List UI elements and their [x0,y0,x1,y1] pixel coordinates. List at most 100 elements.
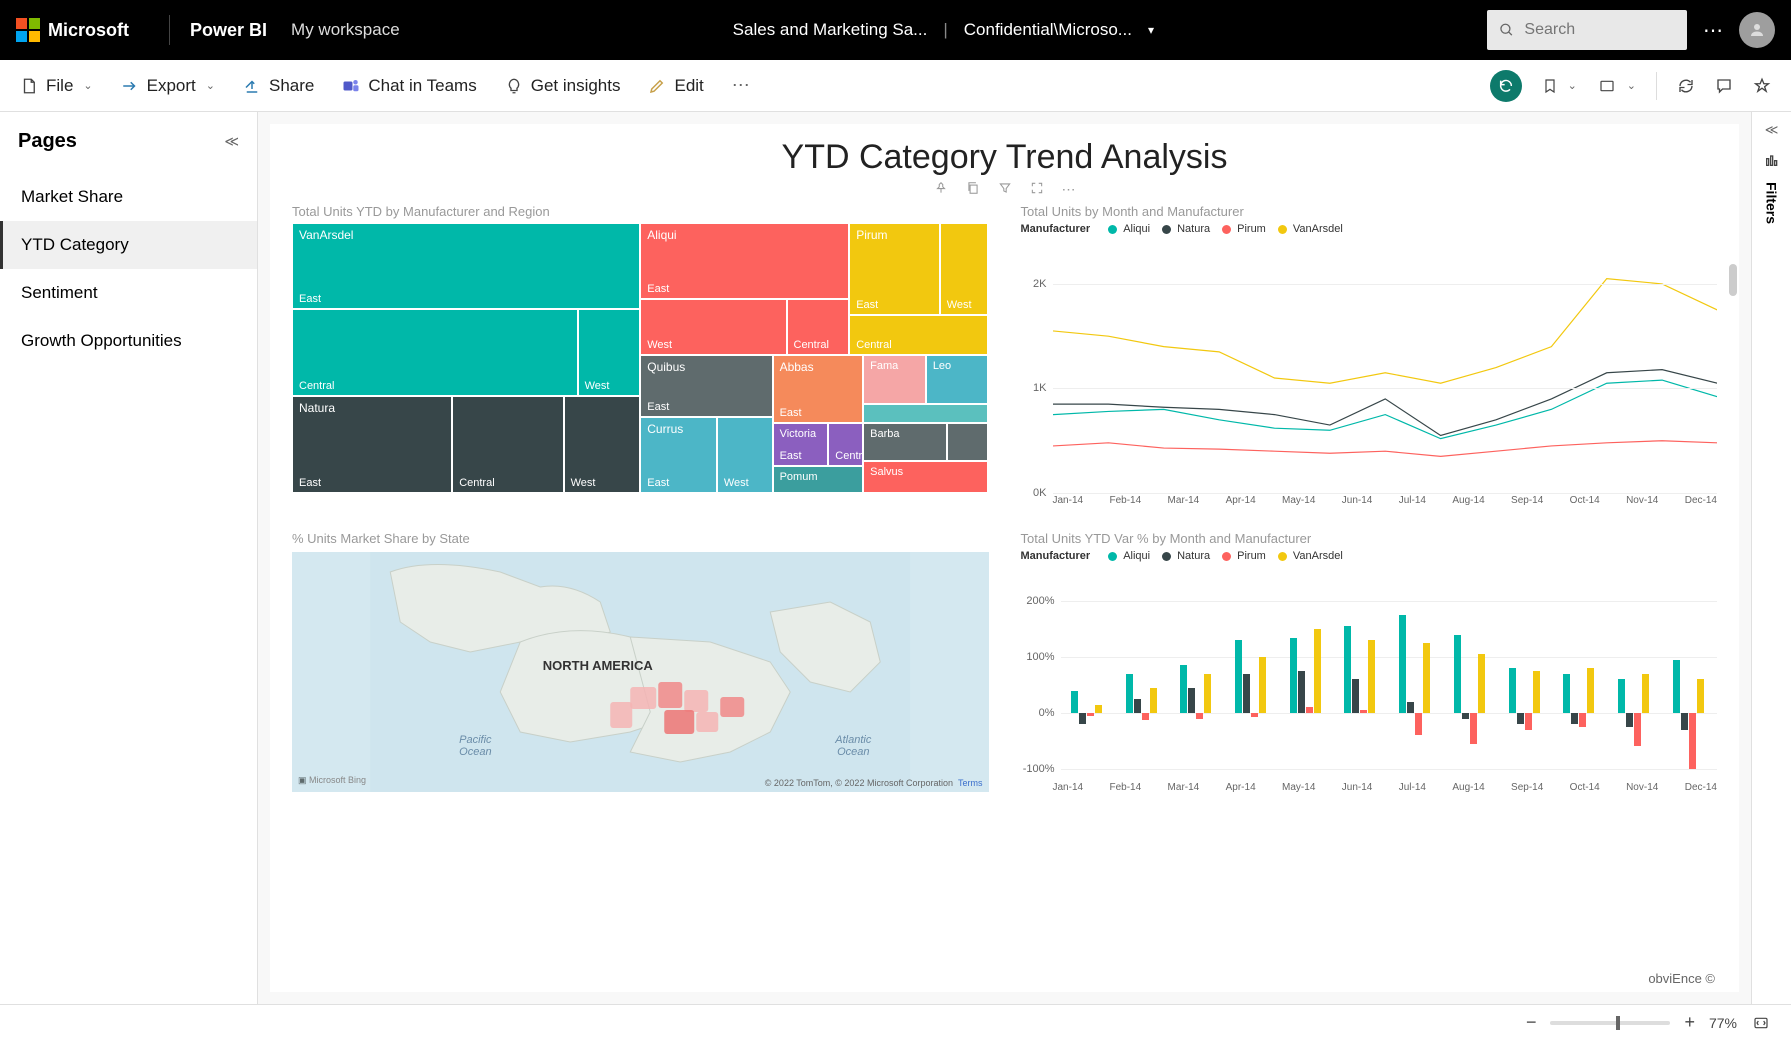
comment-icon[interactable] [1715,77,1733,95]
atlantic-label: AtlanticOcean [835,734,871,758]
report-name[interactable]: Sales and Marketing Sa... [733,20,928,40]
collapse-sidebar-icon[interactable]: ≪ [224,133,239,150]
canvas-wrap: YTD Category Trend Analysis ⋯ Total Unit… [258,112,1751,1004]
treemap-cell[interactable]: VanArsdelEast [292,223,640,309]
bottom-bar: − + 77% [0,1004,1791,1040]
visual-toolbar: ⋯ [292,181,1717,198]
filters-label: Filters [1764,182,1780,224]
treemap-cell[interactable]: VictoriaEast [773,423,829,466]
viz-row-top: Total Units YTD by Manufacturer and Regi… [292,204,1717,513]
linechart-container[interactable]: Total Units by Month and Manufacturer Ma… [1021,204,1718,513]
page-list: Market ShareYTD CategorySentimentGrowth … [0,173,257,365]
expand-filters-icon[interactable]: ≪ [1765,122,1779,138]
view-button[interactable]: ⌄ [1597,78,1636,94]
treemap-cell[interactable]: Central [828,423,863,466]
search-input[interactable] [1524,21,1675,39]
more-icon[interactable]: ⋯ [1062,181,1076,198]
treemap-cell[interactable]: Central [292,309,578,395]
treemap-cell[interactable]: Central [787,299,850,356]
treemap-cell[interactable]: Central [452,396,563,493]
sensitivity-label[interactable]: Confidential\Microso... [964,20,1132,40]
map-container[interactable]: % Units Market Share by State [292,531,989,800]
page-item[interactable]: YTD Category [0,221,257,269]
barchart-visual[interactable]: 200%100%0%-100%Jan-14Feb-14Mar-14Apr-14M… [1021,570,1718,800]
barchart-container[interactable]: Total Units YTD Var % by Month and Manuf… [1021,531,1718,800]
zoom-in-button[interactable]: + [1684,1012,1695,1033]
treemap-cell[interactable]: West [940,223,989,315]
file-menu[interactable]: File ⌄ [20,76,93,96]
share-button[interactable]: Share [243,76,314,96]
linechart-visual[interactable]: 2K1K0KJan-14Feb-14Mar-14Apr-14May-14Jun-… [1021,243,1718,513]
filters-pane[interactable]: ≪ Filters [1751,112,1791,1004]
treemap-visual[interactable]: VanArsdelEastCentralWestNaturaEastCentra… [292,223,989,493]
lightbulb-icon [505,77,523,95]
treemap-cell[interactable]: West [564,396,641,493]
filters-icon [1764,152,1780,168]
export-icon [121,77,139,95]
treemap-cell[interactable] [947,423,989,461]
treemap-cell[interactable]: West [717,417,773,493]
export-menu[interactable]: Export ⌄ [121,76,215,96]
filter-icon[interactable] [998,181,1012,195]
treemap-cell[interactable]: Pomum [773,466,864,493]
pages-header: Pages ≪ [0,130,257,173]
map-visual[interactable]: NORTH AMERICA PacificOcean AtlanticOcean… [292,552,989,792]
treemap-cell[interactable]: Salvus [863,461,988,493]
insights-button[interactable]: Get insights [505,76,621,96]
person-icon [1748,21,1766,39]
zoom-thumb[interactable] [1616,1016,1620,1030]
page-item[interactable]: Sentiment [0,269,257,317]
zoom-out-button[interactable]: − [1526,1012,1537,1033]
star-icon[interactable] [1753,77,1771,95]
chevron-down-icon[interactable]: ▾ [1148,23,1154,37]
reset-icon [1498,78,1514,94]
breadcrumb-sep: | [943,20,947,40]
treemap-cell[interactable]: Barba [863,423,947,461]
edit-button[interactable]: Edit [648,76,703,96]
treemap-cell[interactable]: AliquiEast [640,223,849,299]
report-canvas: YTD Category Trend Analysis ⋯ Total Unit… [270,124,1739,992]
treemap-cell[interactable]: Leo [926,355,989,404]
copy-icon[interactable] [966,181,980,195]
barchart-legend: ManufacturerAliquiNaturaPirumVanArsdel [1021,550,1718,562]
treemap-container[interactable]: Total Units YTD by Manufacturer and Regi… [292,204,989,513]
map-title: % Units Market Share by State [292,531,989,546]
chevron-down-icon: ⌄ [83,79,92,92]
focus-icon[interactable] [1030,181,1044,195]
zoom-slider[interactable] [1550,1021,1670,1025]
page-item[interactable]: Market Share [0,173,257,221]
treemap-cell[interactable]: CurrusEast [640,417,717,493]
treemap-cell[interactable]: QuibusEast [640,355,772,417]
header-right: ⋯ [1487,10,1775,50]
treemap-cell[interactable]: NaturaEast [292,396,452,493]
treemap-cell[interactable]: West [640,299,786,356]
terms-link[interactable]: Terms [958,778,983,788]
fit-page-icon[interactable] [1751,1015,1771,1031]
treemap-cell[interactable]: West [578,309,641,395]
reset-button[interactable] [1490,70,1522,102]
workspace-name[interactable]: My workspace [291,20,400,40]
viz-row-bottom: % Units Market Share by State [292,531,1717,800]
zoom-level: 77% [1709,1015,1737,1031]
bookmark-button[interactable]: ⌄ [1542,77,1577,95]
more-icon[interactable]: ⋯ [1703,18,1723,43]
scrollbar-thumb[interactable] [1729,264,1737,296]
treemap-cell[interactable]: PirumEast [849,223,940,315]
page-item[interactable]: Growth Opportunities [0,317,257,365]
treemap-cell[interactable]: Central [849,315,988,356]
insights-label: Get insights [531,76,621,96]
report-title: YTD Category Trend Analysis [292,138,1717,177]
more-options-icon[interactable]: ⋯ [732,75,750,96]
app-name[interactable]: Power BI [190,20,267,41]
treemap-cell[interactable] [863,404,988,423]
linechart-legend: ManufacturerAliquiNaturaPirumVanArsdel [1021,223,1718,235]
refresh-icon[interactable] [1677,77,1695,95]
chat-teams-button[interactable]: Chat in Teams [342,76,476,96]
pin-icon[interactable] [934,181,948,195]
file-icon [20,77,38,95]
user-avatar[interactable] [1739,12,1775,48]
search-box[interactable] [1487,10,1687,50]
treemap-cell[interactable]: AbbasEast [773,355,864,423]
microsoft-logo[interactable]: Microsoft [16,18,129,42]
treemap-cell[interactable]: Fama [863,355,926,404]
